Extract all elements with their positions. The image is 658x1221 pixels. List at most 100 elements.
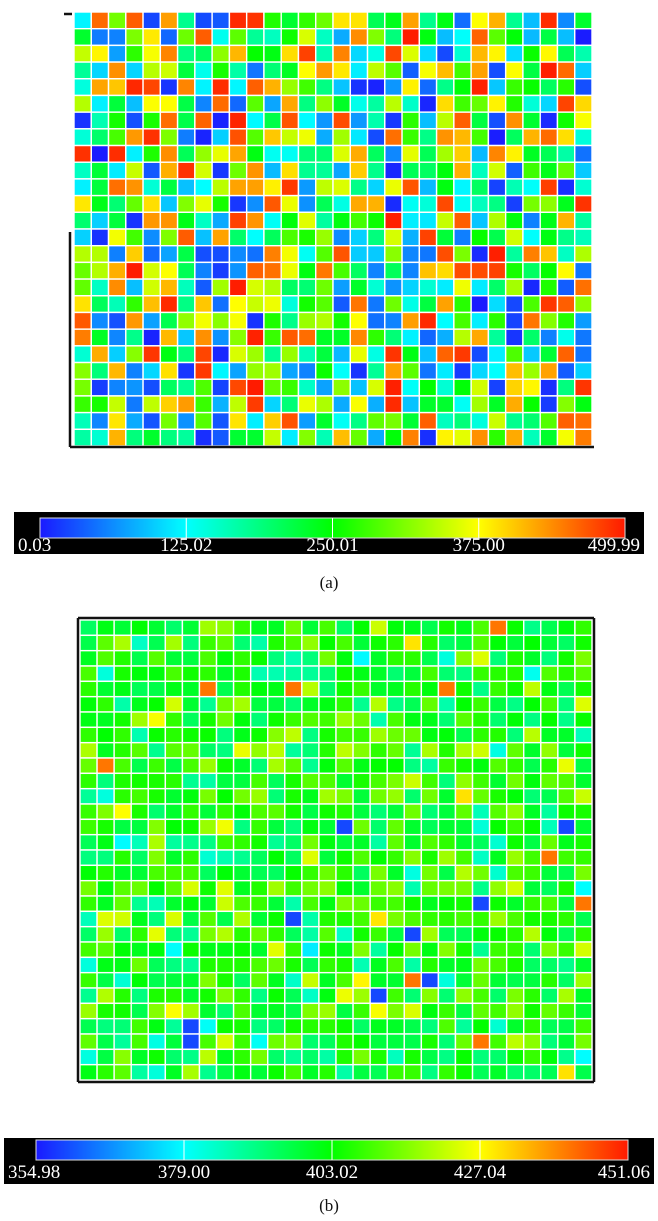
heatmap-cell	[297, 11, 317, 30]
heatmap-cell	[386, 925, 405, 943]
heatmap-cell	[453, 94, 472, 113]
heatmap-cell	[523, 1002, 542, 1020]
heatmap-cell	[435, 27, 455, 47]
heatmap-cell	[164, 1048, 184, 1066]
heatmap-cell	[437, 634, 457, 652]
heatmap-cell	[315, 178, 334, 197]
heatmap-cell	[435, 94, 455, 113]
heatmap-cell	[487, 244, 507, 264]
heatmap-cell	[181, 665, 201, 683]
heatmap-cell	[401, 244, 421, 264]
heatmap-cell	[96, 833, 115, 851]
heatmap-cell	[505, 925, 525, 943]
heatmap-cell	[107, 261, 127, 280]
heatmap-cell	[301, 941, 320, 959]
heatmap-cell	[315, 144, 334, 163]
heatmap-cell	[147, 619, 167, 637]
heatmap-cell	[453, 311, 472, 330]
heatmap-cell	[249, 1063, 269, 1081]
heatmap-cell	[245, 111, 265, 130]
heatmap-cell	[539, 194, 559, 214]
heatmap-cell	[147, 772, 167, 790]
heatmap-cell	[401, 345, 421, 364]
heatmap-cell	[504, 328, 524, 347]
heatmap-cell	[113, 695, 132, 713]
heatmap-cell	[504, 378, 524, 397]
heatmap-cell	[263, 295, 282, 314]
heatmap-cell	[96, 987, 115, 1005]
heatmap-cell	[181, 1017, 201, 1035]
heatmap-cell	[335, 818, 354, 836]
heatmap-cell	[194, 378, 213, 397]
heatmap-cell	[130, 941, 149, 959]
heatmap-cell	[523, 757, 542, 775]
heatmap-cell	[386, 634, 405, 652]
heatmap-cell	[369, 833, 388, 851]
heatmap-cell	[335, 956, 354, 974]
heatmap-cell	[297, 378, 317, 397]
heatmap-cell	[523, 1033, 542, 1051]
heatmap-cell	[297, 211, 317, 230]
heatmap-cell	[540, 619, 559, 637]
heatmap-cell	[280, 94, 300, 113]
heatmap-cell	[332, 178, 351, 197]
heatmap-cell	[245, 295, 265, 314]
heatmap-cell	[315, 111, 334, 130]
heatmap-cell	[147, 818, 167, 836]
heatmap-cell	[556, 94, 576, 113]
heatmap-cell	[386, 711, 405, 729]
heatmap-cell	[557, 818, 576, 836]
heatmap-cell	[284, 910, 303, 928]
heatmap-cell	[96, 925, 115, 943]
heatmap-cell	[401, 295, 421, 314]
heatmap-cell	[113, 987, 132, 1005]
heatmap-cell	[522, 161, 541, 180]
heatmap-cell	[522, 78, 541, 97]
heatmap-cell	[471, 711, 491, 729]
heatmap-cell	[176, 395, 196, 414]
heatmap-cell	[194, 128, 213, 147]
heatmap-cell	[147, 726, 167, 744]
heatmap-cell	[401, 228, 421, 247]
heatmap-cell	[386, 864, 405, 882]
heatmap-cell	[164, 818, 184, 836]
heatmap-cell	[488, 787, 508, 805]
heatmap-cell	[437, 787, 457, 805]
heatmap-cell	[523, 1017, 542, 1035]
heatmap-cell	[267, 649, 286, 667]
heatmap-cell	[557, 956, 576, 974]
heatmap-cell	[384, 111, 403, 130]
heatmap-cell	[73, 361, 92, 380]
heatmap-cell	[488, 956, 508, 974]
heatmap-cell	[335, 680, 354, 698]
heatmap-cell	[211, 27, 231, 47]
heatmap-cell	[249, 649, 269, 667]
heatmap-cell	[107, 27, 127, 47]
heatmap-cell	[249, 971, 269, 989]
heatmap-cell	[335, 895, 354, 913]
heatmap-cell	[176, 228, 196, 247]
heatmap-cell	[164, 895, 184, 913]
heatmap-cell	[315, 361, 334, 380]
heatmap-cell	[349, 78, 369, 97]
heatmap-cell	[453, 295, 472, 314]
heatmap-cell	[401, 78, 421, 97]
heatmap-cell	[437, 925, 457, 943]
heatmap-cell	[487, 11, 507, 30]
heatmap-cell	[181, 971, 201, 989]
heatmap-cell	[73, 228, 92, 247]
heatmap-cell	[418, 261, 438, 280]
heatmap-cell	[164, 695, 184, 713]
heatmap-cell	[369, 741, 388, 759]
heatmap-cell	[540, 895, 559, 913]
heatmap-cell	[453, 61, 472, 80]
heatmap-cell	[470, 411, 490, 431]
heatmap-cell	[335, 757, 354, 775]
heatmap-cell	[73, 395, 92, 414]
heatmap-cell	[107, 244, 127, 264]
heatmap-cell	[453, 161, 472, 180]
heatmap-cell	[267, 1017, 286, 1035]
heatmap-cell	[318, 665, 337, 683]
heatmap-cell	[198, 895, 218, 913]
heatmap-cell	[384, 361, 403, 380]
